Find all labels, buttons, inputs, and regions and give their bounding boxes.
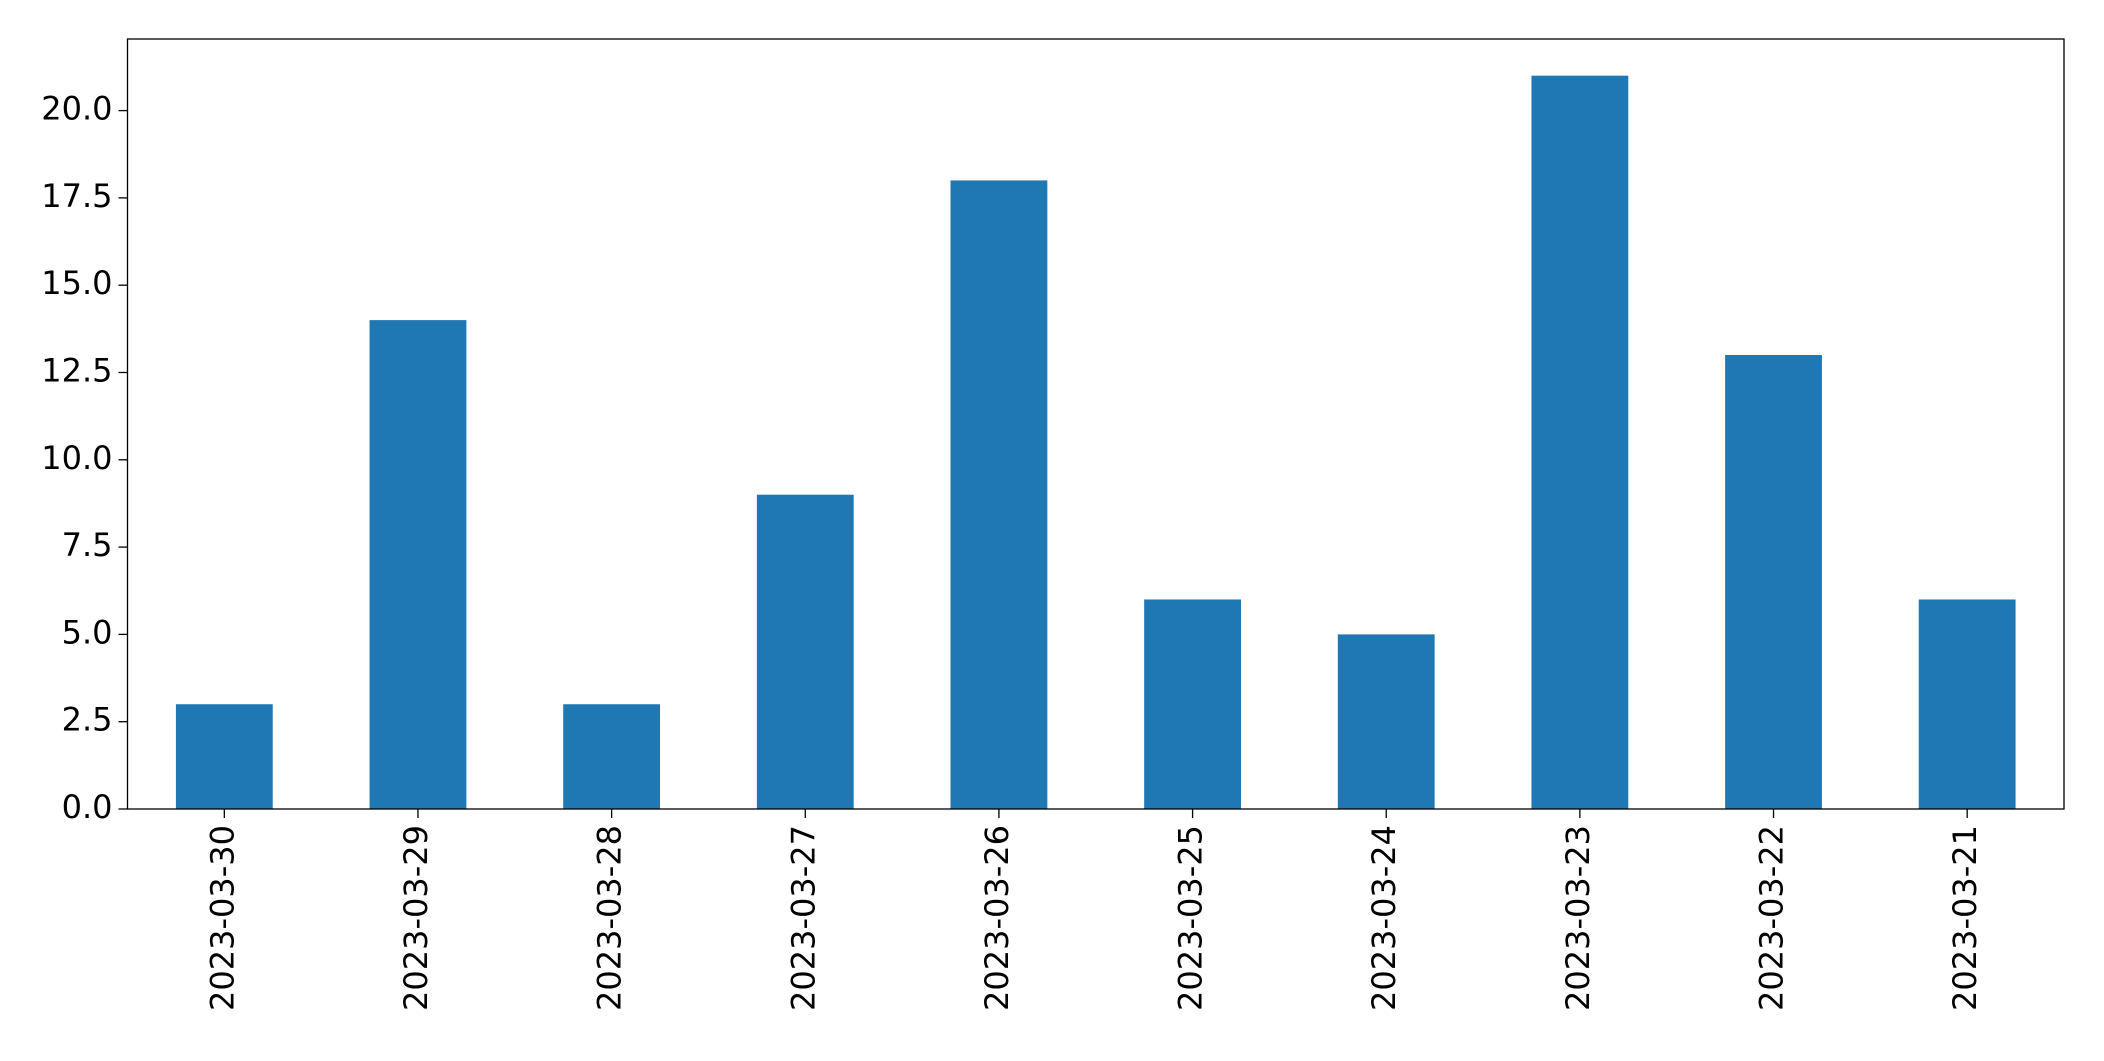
bar bbox=[1918, 599, 2016, 809]
x-tick-label: 2023-03-26 bbox=[978, 825, 1016, 1011]
x-tick-label: 2023-03-25 bbox=[1172, 825, 1210, 1011]
x-tick-label: 2023-03-22 bbox=[1753, 825, 1791, 1011]
x-tick-label: 2023-03-29 bbox=[397, 825, 435, 1011]
bar bbox=[1337, 634, 1435, 809]
x-tick-label: 2023-03-28 bbox=[591, 825, 629, 1011]
y-tick-label: 2.5 bbox=[62, 701, 113, 739]
x-tick-label: 2023-03-23 bbox=[1559, 825, 1597, 1011]
bar bbox=[756, 494, 854, 809]
y-tick-label: 12.5 bbox=[41, 351, 112, 389]
y-tick-label: 5.0 bbox=[62, 613, 113, 651]
bar bbox=[950, 180, 1048, 809]
bar bbox=[1725, 355, 1822, 809]
bar bbox=[563, 704, 661, 809]
y-tick-label: 20.0 bbox=[41, 90, 112, 128]
x-tick-label: 2023-03-27 bbox=[784, 825, 822, 1011]
x-tick-label: 2023-03-21 bbox=[1946, 825, 1984, 1011]
y-tick-label: 15.0 bbox=[41, 264, 112, 302]
bar bbox=[1144, 599, 1241, 809]
y-tick-label: 0.0 bbox=[62, 788, 113, 826]
y-tick-label: 17.5 bbox=[41, 177, 112, 215]
bar bbox=[1531, 75, 1629, 809]
y-tick-label: 7.5 bbox=[62, 526, 113, 564]
x-tick-label: 2023-03-30 bbox=[203, 825, 241, 1011]
y-tick-label: 10.0 bbox=[41, 439, 112, 477]
x-tick-label: 2023-03-24 bbox=[1365, 825, 1403, 1011]
bar bbox=[175, 704, 273, 809]
plot-frame bbox=[126, 38, 2065, 810]
bar bbox=[369, 320, 467, 809]
